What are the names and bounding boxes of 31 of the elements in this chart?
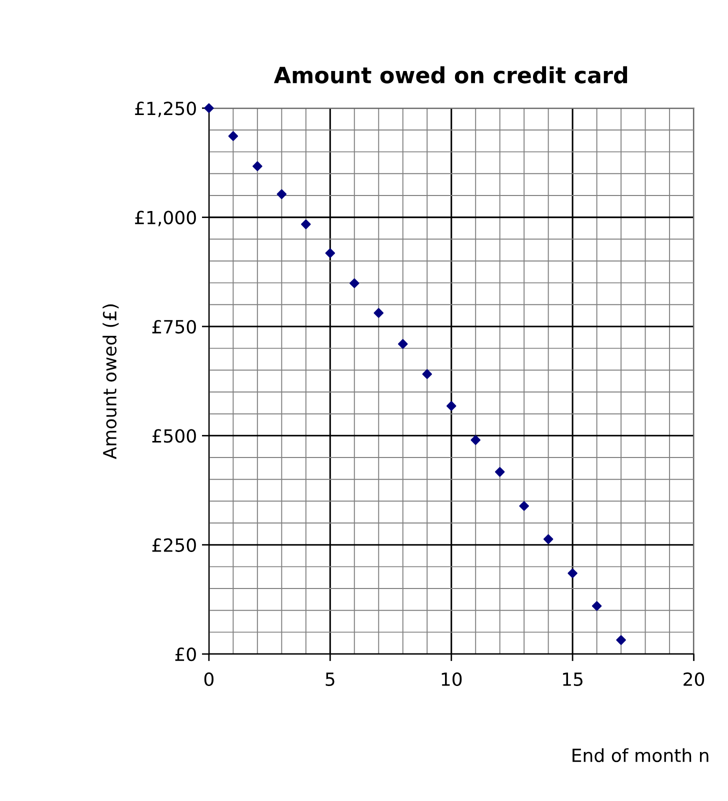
y-tick-label: £500 bbox=[152, 429, 196, 443]
point bbox=[470, 435, 480, 445]
point bbox=[398, 339, 408, 349]
point bbox=[519, 501, 529, 511]
point bbox=[350, 278, 360, 288]
point bbox=[422, 369, 432, 379]
y-tick-label: £1,250 bbox=[135, 102, 196, 118]
point bbox=[325, 248, 336, 258]
point bbox=[252, 161, 262, 172]
x-axis-title: End of month n bbox=[572, 748, 708, 762]
x-tick-label: 5 bbox=[326, 672, 334, 686]
point bbox=[616, 635, 626, 645]
point bbox=[374, 308, 384, 318]
y-axis-title: Amount owed (£) bbox=[102, 304, 119, 460]
x-tick-label: 20 bbox=[684, 672, 704, 686]
point bbox=[276, 189, 287, 200]
point bbox=[446, 401, 456, 411]
y-tick-label: £750 bbox=[152, 320, 196, 334]
chart-title: Amount owed on credit card bbox=[274, 66, 628, 84]
point bbox=[543, 534, 554, 544]
point bbox=[301, 219, 311, 230]
x-tick-label: 0 bbox=[204, 672, 214, 686]
y-tick-label: £250 bbox=[152, 538, 196, 552]
x-tick-label: 15 bbox=[563, 672, 582, 686]
point bbox=[228, 131, 238, 141]
point bbox=[568, 568, 578, 578]
y-tick-label: £1,000 bbox=[135, 210, 196, 226]
y-tick-label: £0 bbox=[175, 647, 196, 662]
point bbox=[592, 601, 602, 611]
point bbox=[494, 467, 505, 477]
x-tick-label: 10 bbox=[442, 672, 462, 686]
